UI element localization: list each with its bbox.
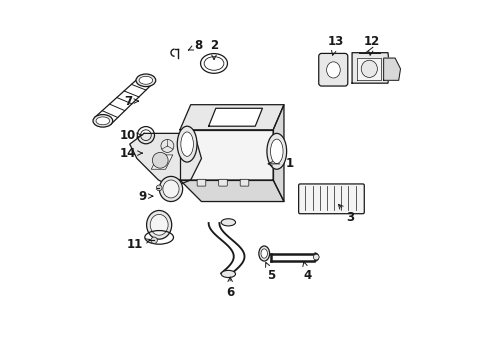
- Ellipse shape: [266, 134, 286, 169]
- Ellipse shape: [261, 249, 267, 258]
- Text: 8: 8: [188, 39, 202, 52]
- Text: 1: 1: [267, 157, 293, 170]
- FancyBboxPatch shape: [298, 184, 364, 214]
- Ellipse shape: [93, 114, 112, 127]
- Ellipse shape: [177, 126, 197, 162]
- Text: 3: 3: [338, 204, 354, 224]
- FancyBboxPatch shape: [197, 179, 205, 186]
- Circle shape: [156, 185, 162, 191]
- Polygon shape: [129, 134, 201, 187]
- Ellipse shape: [139, 76, 152, 84]
- Polygon shape: [351, 53, 389, 83]
- Text: 2: 2: [209, 39, 218, 60]
- FancyBboxPatch shape: [318, 53, 347, 86]
- Text: 9: 9: [138, 190, 152, 203]
- FancyBboxPatch shape: [218, 179, 227, 186]
- Text: 5: 5: [265, 262, 275, 282]
- Text: 10: 10: [120, 129, 142, 142]
- Polygon shape: [151, 155, 172, 169]
- Ellipse shape: [159, 176, 182, 202]
- Polygon shape: [273, 105, 284, 202]
- Ellipse shape: [146, 211, 171, 239]
- Text: 6: 6: [225, 277, 234, 300]
- Ellipse shape: [270, 139, 283, 163]
- Polygon shape: [180, 130, 273, 180]
- Text: 14: 14: [120, 147, 142, 159]
- Text: 12: 12: [363, 35, 379, 55]
- Circle shape: [152, 152, 168, 168]
- FancyBboxPatch shape: [240, 179, 248, 186]
- Ellipse shape: [258, 246, 269, 261]
- Circle shape: [313, 254, 319, 260]
- Ellipse shape: [326, 62, 340, 78]
- Polygon shape: [357, 58, 380, 80]
- Text: 7: 7: [123, 95, 138, 108]
- Ellipse shape: [96, 117, 109, 125]
- Text: 13: 13: [327, 35, 344, 55]
- Ellipse shape: [361, 60, 377, 77]
- Ellipse shape: [136, 74, 155, 87]
- Ellipse shape: [221, 270, 235, 278]
- Ellipse shape: [150, 215, 168, 235]
- Ellipse shape: [181, 132, 193, 156]
- Polygon shape: [180, 180, 284, 202]
- Circle shape: [151, 237, 157, 243]
- Ellipse shape: [221, 219, 235, 226]
- Ellipse shape: [163, 180, 179, 198]
- Text: 4: 4: [302, 262, 311, 282]
- Text: 11: 11: [127, 238, 150, 251]
- Polygon shape: [383, 58, 400, 80]
- Polygon shape: [208, 108, 262, 126]
- Polygon shape: [180, 105, 284, 130]
